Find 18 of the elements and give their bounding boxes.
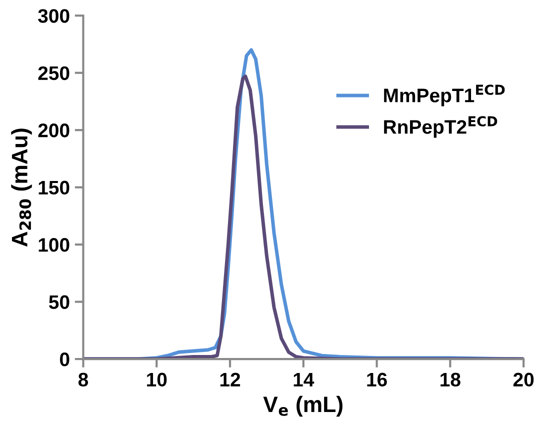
x-axis-title: V$_{e}$ (mL) xyxy=(263,396,342,417)
y-tick-label: 200 xyxy=(38,124,70,138)
x-tick-label: 12 xyxy=(220,372,240,386)
y-tick-label: 150 xyxy=(38,180,70,195)
y-tick-label: 300 xyxy=(38,9,70,23)
y-tick-label: 50 xyxy=(49,295,70,310)
x-tick-label: 18 xyxy=(440,372,460,387)
x-tick-label: 20 xyxy=(513,372,534,387)
x-tick-label: 8 xyxy=(78,372,88,387)
y-tick-label: 100 xyxy=(38,238,70,252)
x-tick-label: 16 xyxy=(367,372,387,387)
legend-label: MmPepT1$^{ECD}$ xyxy=(384,84,505,106)
y-tick-label: 250 xyxy=(38,66,70,80)
x-tick-label: 10 xyxy=(147,372,167,387)
x-tick-label: 14 xyxy=(294,372,314,386)
legend-label: RnPepT2$^{ECD}$ xyxy=(384,116,498,138)
y-tick-label: 0 xyxy=(60,352,70,366)
y-axis-title: A$_{280}$ (mAu) xyxy=(11,128,32,247)
